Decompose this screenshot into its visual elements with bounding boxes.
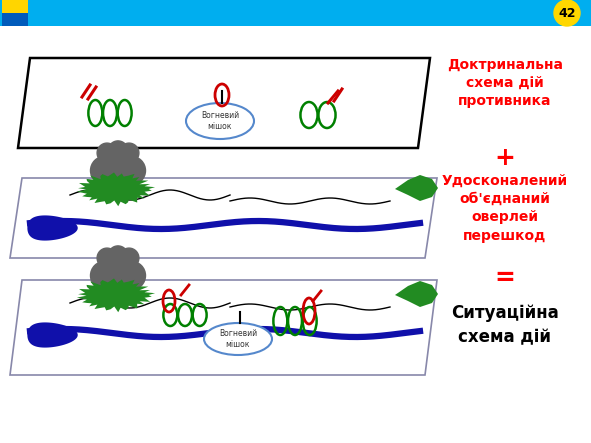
Polygon shape: [395, 175, 438, 201]
Circle shape: [100, 157, 135, 193]
Text: Удосконалений
об'єднаний
оверлей
перешкод: Удосконалений об'єднаний оверлей перешко…: [442, 173, 568, 243]
Text: Вогневий
мішок: Вогневий мішок: [201, 111, 239, 131]
Circle shape: [112, 148, 137, 172]
Circle shape: [99, 148, 124, 172]
Polygon shape: [27, 323, 78, 348]
Circle shape: [119, 143, 139, 163]
Text: +: +: [495, 146, 515, 170]
Circle shape: [108, 246, 128, 266]
Text: 42: 42: [558, 7, 576, 19]
Polygon shape: [18, 58, 430, 148]
Text: =: =: [495, 266, 515, 290]
Circle shape: [97, 143, 117, 163]
Ellipse shape: [204, 323, 272, 355]
Circle shape: [108, 141, 128, 161]
Polygon shape: [27, 215, 78, 241]
Bar: [2, 13, 28, 26]
Bar: [0, 0, 591, 26]
Circle shape: [112, 253, 137, 277]
Polygon shape: [10, 178, 437, 258]
Circle shape: [99, 253, 124, 277]
Bar: [2, 0, 28, 13]
Circle shape: [119, 248, 139, 268]
Polygon shape: [77, 172, 155, 206]
Polygon shape: [77, 279, 155, 312]
Circle shape: [90, 156, 119, 185]
Circle shape: [90, 261, 119, 290]
Circle shape: [117, 156, 145, 185]
Circle shape: [100, 262, 135, 298]
Circle shape: [117, 261, 145, 290]
Polygon shape: [10, 280, 437, 375]
Text: Вогневий
мішок: Вогневий мішок: [219, 329, 257, 349]
Polygon shape: [395, 281, 438, 307]
Ellipse shape: [186, 103, 254, 139]
Circle shape: [554, 0, 580, 26]
Text: Ситуаційна
схема дій: Ситуаційна схема дій: [451, 304, 559, 346]
Circle shape: [97, 248, 117, 268]
Text: Доктринальна
схема дій
противника: Доктринальна схема дій противника: [447, 58, 563, 109]
